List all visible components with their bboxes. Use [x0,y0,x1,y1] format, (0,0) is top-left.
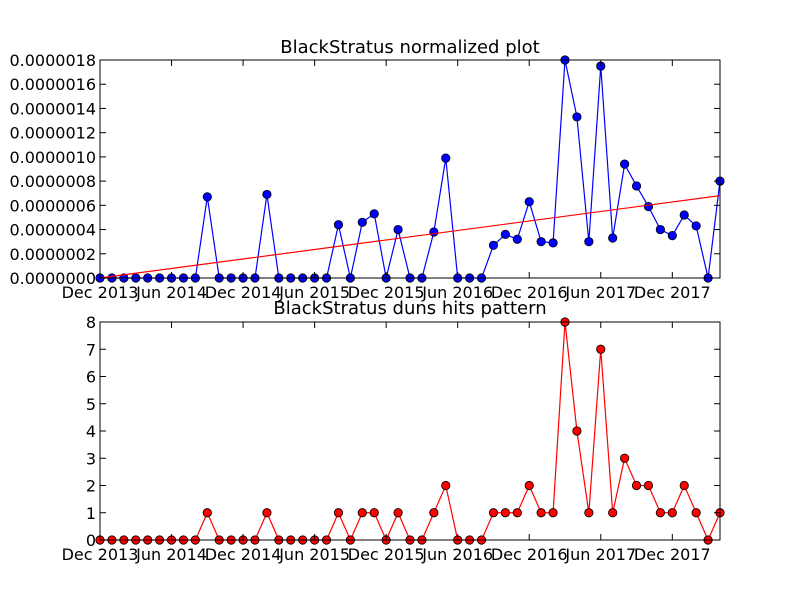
normalized-series-line [100,59,721,279]
normalized-data-point [536,237,546,247]
normalized-data-point [500,229,510,239]
normalized-y-tick-label: 0.0000012 [9,124,96,143]
duns-data-point [333,508,344,518]
duns-data-point [429,508,439,518]
normalized-data-point [441,153,451,163]
normalized-x-tick-label: Dec 2013 [62,283,139,302]
duns-data-point [536,508,546,518]
duns-x-tick-label: Jun 2014 [135,545,207,564]
duns-x-tick-label: Jun 2017 [564,545,636,564]
duns-y-tick-label: 0 [86,531,96,550]
normalized-y-tick-label: 0.0000014 [9,99,96,118]
duns-data-point [584,508,594,518]
normalized-data-point [584,237,594,247]
normalized-y-tick-label: 0.0000006 [9,196,96,215]
duns-data-point [691,508,701,518]
normalized-plot-title: BlackStratus normalized plot [280,37,539,58]
duns-y-tick-label: 4 [86,422,96,441]
normalized-data-point [667,231,677,241]
normalized-data-point [679,210,689,220]
duns-y-tick-label: 8 [86,313,96,332]
duns-data-point [679,480,689,491]
normalized-y-tick-label: 0.0000010 [9,148,96,167]
normalized-x-tick-label: Dec 2014 [205,283,282,302]
normalized-data-point [643,201,654,212]
normalized-data-point [393,224,403,235]
duns-data-point [488,508,499,518]
normalized-x-tick-label: Jun 2016 [421,283,493,302]
normalized-data-point [262,189,272,200]
duns-data-point [631,480,642,491]
duns-data-point [608,508,618,518]
normalized-y-tick-label: 0.0000000 [9,269,96,288]
normalized-data-point [620,159,630,169]
duns-data-point [524,480,534,491]
normalized-x-tick-label: Dec 2017 [634,283,711,302]
normalized-data-point [631,181,642,191]
duns-data-point [357,508,367,518]
duns-x-tick-label: Dec 2014 [205,545,282,564]
duns-hits-chart: BlackStratus duns hits pattern 0 1 2 3 4 5 6 7 8… [62,298,725,564]
normalized-data-point [572,112,582,122]
normalized-x-tick-label: Jun 2015 [278,283,350,302]
duns-hits-title: BlackStratus duns hits pattern [273,298,546,319]
duns-data-point [655,508,665,518]
normalized-data-point [512,234,522,244]
normalized-trend-line [99,195,721,279]
duns-x-tick-label: Dec 2016 [491,545,568,564]
duns-data-point [620,453,630,463]
duns-data-point [643,480,654,491]
duns-data-point [441,480,451,491]
normalized-x-tick-label: Dec 2016 [491,283,568,302]
duns-x-tick-label: Dec 2015 [348,545,425,564]
duns-x-tick-label: Jun 2016 [421,545,493,564]
normalized-data-point [548,238,558,248]
duns-y-tick-label: 3 [86,449,96,468]
duns-plot-frame [99,321,721,541]
normalized-x-tick-label: Jun 2017 [564,283,636,302]
normalized-y-tick-label: 0.0000004 [9,221,96,240]
normalized-plot-chart: BlackStratus normalized plot 0.0000000 0.… [9,37,725,302]
normalized-x-tick-label: Jun 2014 [135,283,207,302]
duns-data-point [572,426,582,436]
duns-data-point [667,508,677,518]
duns-y-tick-label: 7 [86,340,96,359]
duns-data-point [596,344,606,354]
duns-data-point [393,508,403,518]
normalized-data-point [488,240,499,250]
normalized-data-point [655,224,665,235]
normalized-data-point [369,209,379,219]
duns-data-point [369,508,379,518]
normalized-data-point [524,197,534,207]
duns-x-tick-label: Dec 2013 [62,545,139,564]
normalized-data-point [691,221,701,231]
normalized-data-point [333,220,344,230]
duns-data-point [202,508,212,518]
normalized-x-tick-label: Dec 2015 [348,283,425,302]
duns-series-line [100,321,721,542]
normalized-y-tick-label: 0.0000018 [9,51,96,70]
duns-y-tick-label: 6 [86,368,96,387]
normalized-data-point [429,227,439,237]
duns-data-point [262,508,272,518]
duns-y-tick-label: 2 [86,477,96,496]
normalized-data-point [608,233,618,243]
normalized-y-tick-label: 0.0000016 [9,75,96,94]
duns-x-tick-label: Jun 2015 [278,545,350,564]
normalized-y-tick-label: 0.0000008 [9,172,96,191]
duns-data-point [500,508,510,518]
normalized-y-tick-label: 0.0000002 [9,245,96,264]
duns-data-point [512,508,522,518]
duns-x-tick-label: Dec 2017 [634,545,711,564]
normalized-plot-frame [99,59,721,279]
normalized-data-point [357,217,367,227]
duns-data-point [548,508,558,518]
duns-y-tick-label: 1 [86,504,96,523]
duns-y-tick-label: 5 [86,395,96,414]
normalized-data-point [202,192,212,202]
